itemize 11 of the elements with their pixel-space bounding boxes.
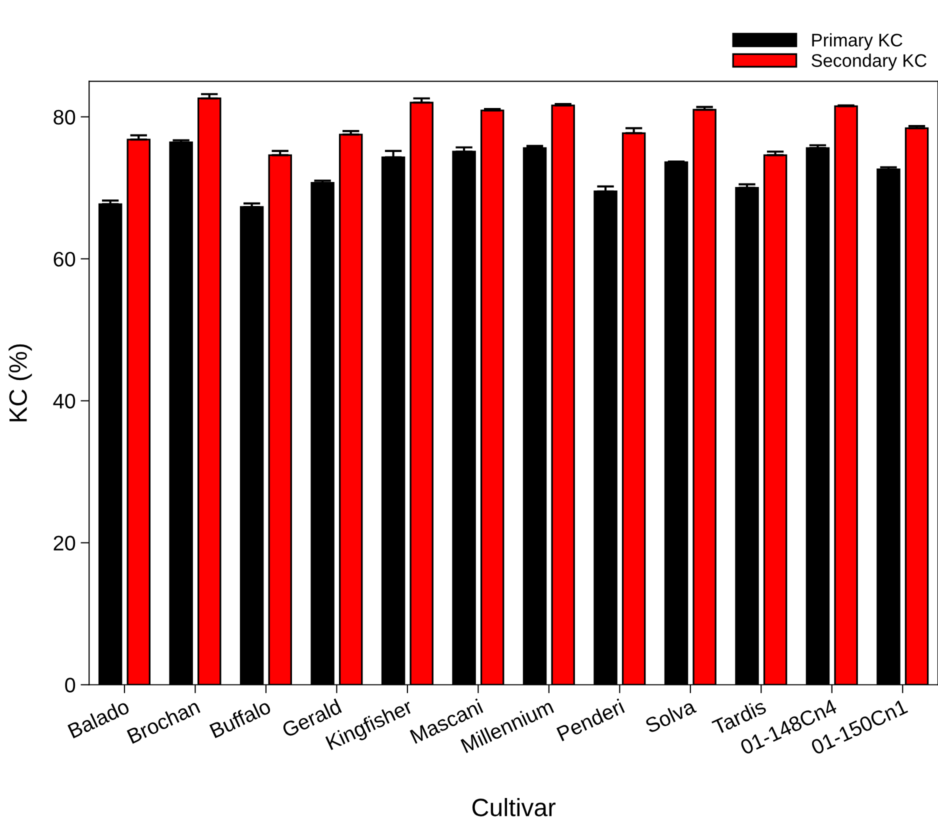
- y-tick-label: 60: [54, 252, 76, 267]
- y-tick-label: 80: [54, 110, 76, 125]
- x-tick-label: Buffalo: [209, 698, 272, 738]
- legend-label: Secondary KC: [812, 54, 926, 71]
- y-tick-label: 40: [53, 394, 76, 409]
- x-axis-title: Cultivar: [472, 798, 556, 816]
- legend-label: Primary KC: [812, 33, 902, 50]
- y-axis-title: KC (%): [8, 344, 32, 422]
- y-tick-label: 0: [65, 678, 76, 693]
- y-tick-label: 20: [54, 536, 76, 551]
- x-tick-label: Solva: [644, 698, 697, 734]
